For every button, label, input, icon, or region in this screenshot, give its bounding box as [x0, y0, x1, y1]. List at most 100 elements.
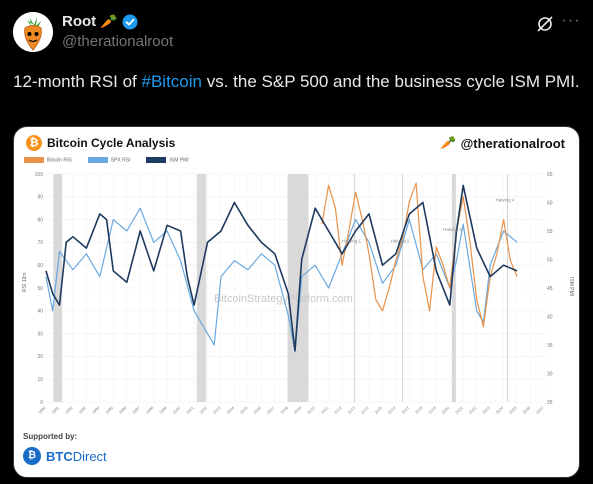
- left-tick-label: 0: [40, 400, 43, 406]
- x-tick-label: 2011: [320, 405, 330, 415]
- halving-label: Halving 3: [443, 227, 462, 232]
- x-tick-label: 1998: [145, 405, 155, 415]
- right-tick-label: 60: [547, 200, 553, 206]
- x-tick-label: 2010: [306, 405, 316, 415]
- right-axis: 25 30 35 40 45 50 55 60 65: [547, 172, 553, 406]
- more-options-icon[interactable]: ···: [561, 12, 581, 29]
- halving-label: Halving 2: [391, 238, 410, 243]
- chart-legend: Bitcoin RSI SPX RSI ISM PMI: [24, 157, 189, 163]
- x-tick-label: 2026: [521, 405, 531, 415]
- halving-labels: Halving 1 Halving 2 Halving 3 Halving 4: [342, 197, 515, 243]
- legend-label: ISM PMI: [169, 157, 189, 164]
- series-line-bitcoin-rsi: [321, 182, 518, 328]
- supported-by-label: Supported by:: [23, 432, 78, 441]
- right-tick-label: 50: [547, 257, 553, 263]
- x-tick-label: 2015: [373, 405, 383, 415]
- right-tick-label: 30: [547, 371, 553, 377]
- x-tick-label: 2024: [494, 405, 504, 415]
- tweet-text-before: 12-month RSI of: [13, 72, 142, 91]
- tweet-text: 12-month RSI of #Bitcoin vs. the S&P 500…: [13, 70, 583, 93]
- x-tick-label: 2000: [171, 405, 181, 415]
- left-tick-label: 20: [37, 354, 43, 360]
- recession-band: [287, 174, 309, 402]
- left-tick-label: 100: [35, 172, 44, 178]
- left-tick-label: 10: [37, 377, 43, 383]
- x-tick-label: 1992: [64, 405, 74, 415]
- handle[interactable]: @therationalroot: [62, 33, 174, 50]
- name-row: Root 🥕: [62, 13, 138, 30]
- x-tick-label: 2019: [427, 405, 437, 415]
- watermark-handle-text: @therationalroot: [460, 135, 565, 151]
- right-tick-label: 35: [547, 343, 553, 349]
- legend-label: SPX RSI: [110, 157, 131, 164]
- chart-title: Bitcoin Cycle Analysis: [47, 136, 176, 150]
- x-tick-label: 1995: [104, 405, 114, 415]
- x-tick-label: 1996: [118, 405, 128, 415]
- grok-icon[interactable]: [535, 14, 555, 34]
- x-tick-label: 2023: [481, 405, 491, 415]
- carrot-icon: 🥕: [440, 135, 457, 150]
- halving-lines: [353, 174, 508, 402]
- x-tick-label: 2021: [454, 405, 464, 415]
- carrot-avatar-icon: [13, 12, 53, 52]
- legend-item-bitcoin-rsi: Bitcoin RSI: [24, 157, 72, 163]
- x-tick-label: 2005: [239, 405, 249, 415]
- x-tick-label: 2003: [212, 405, 222, 415]
- legend-label: Bitcoin RSI: [47, 157, 72, 164]
- x-axis: 1990 1991 1992 1993 1994 1995 1996 1997 1998 1999…: [37, 405, 545, 415]
- avatar[interactable]: [13, 12, 53, 52]
- btcdirect-wordmark: BTCDirect: [46, 449, 107, 464]
- recession-band: [451, 174, 456, 402]
- x-tick-label: 1991: [50, 405, 60, 415]
- carrot-emoji-icon: 🥕: [100, 13, 118, 29]
- x-tick-label: 2001: [185, 405, 195, 415]
- left-axis-label: RSI 12m: [22, 273, 28, 292]
- right-axis-label: ISM PMI: [568, 277, 574, 296]
- halving-label: Halving 4: [496, 197, 515, 202]
- bitcoin-logo-icon: ₿: [26, 135, 42, 151]
- x-tick-label: 2009: [293, 405, 303, 415]
- right-tick-label: 25: [547, 400, 553, 406]
- x-tick-label: 2027: [535, 405, 545, 415]
- halving-label: Halving 1: [342, 238, 361, 243]
- x-tick-label: 2004: [225, 405, 235, 415]
- left-axis: 0 10 20 30 40 50 60 70 80 90 100: [35, 172, 44, 406]
- x-tick-label: 1999: [158, 405, 168, 415]
- left-tick-label: 50: [37, 286, 43, 292]
- x-tick-label: 2020: [441, 405, 451, 415]
- x-tick-label: 2022: [468, 405, 478, 415]
- right-tick-label: 45: [547, 286, 553, 292]
- right-tick-label: 40: [547, 314, 553, 320]
- btcdirect-icon: ₿: [23, 447, 41, 465]
- btcdirect-logo: ₿ BTCDirect: [23, 447, 107, 465]
- display-name[interactable]: Root: [62, 13, 97, 30]
- media-image[interactable]: ₿ Bitcoin Cycle Analysis 🥕 @therationalr…: [13, 126, 580, 478]
- x-tick-label: 2025: [508, 405, 518, 415]
- verified-badge-icon: [122, 14, 138, 29]
- recession-bands: [53, 174, 456, 402]
- recession-band: [196, 174, 207, 402]
- left-tick-label: 90: [37, 195, 43, 201]
- recession-band: [53, 174, 63, 402]
- chart-plot: BitcoinStrategyPlatform.com 010203040506…: [22, 172, 574, 415]
- btcdirect-bold: BTC: [46, 448, 73, 464]
- legend-item-ism-pmi: ISM PMI: [146, 157, 189, 164]
- left-tick-label: 70: [37, 240, 43, 246]
- left-tick-label: 40: [37, 309, 43, 315]
- series-line-ism-pmi: [45, 184, 518, 352]
- x-tick-label: 2018: [414, 405, 424, 415]
- x-tick-label: 1994: [91, 405, 101, 415]
- tweet-header: Root 🥕 @therationalroot ···: [0, 0, 593, 64]
- tweet-text-after: vs. the S&P 500 and the business cycle I…: [202, 72, 580, 91]
- x-tick-label: 2016: [387, 405, 397, 415]
- x-tick-label: 2013: [346, 405, 356, 415]
- right-tick-label: 55: [547, 229, 553, 235]
- watermark-handle: 🥕 @therationalroot: [440, 135, 565, 151]
- x-tick-label: 1997: [131, 405, 141, 415]
- hashtag-link[interactable]: #Bitcoin: [141, 72, 202, 91]
- x-tick-label: 1990: [37, 405, 47, 415]
- x-tick-label: 2008: [279, 405, 289, 415]
- x-tick-label: 2007: [266, 405, 276, 415]
- btcdirect-rest: Direct: [72, 448, 107, 464]
- left-tick-label: 30: [37, 331, 43, 337]
